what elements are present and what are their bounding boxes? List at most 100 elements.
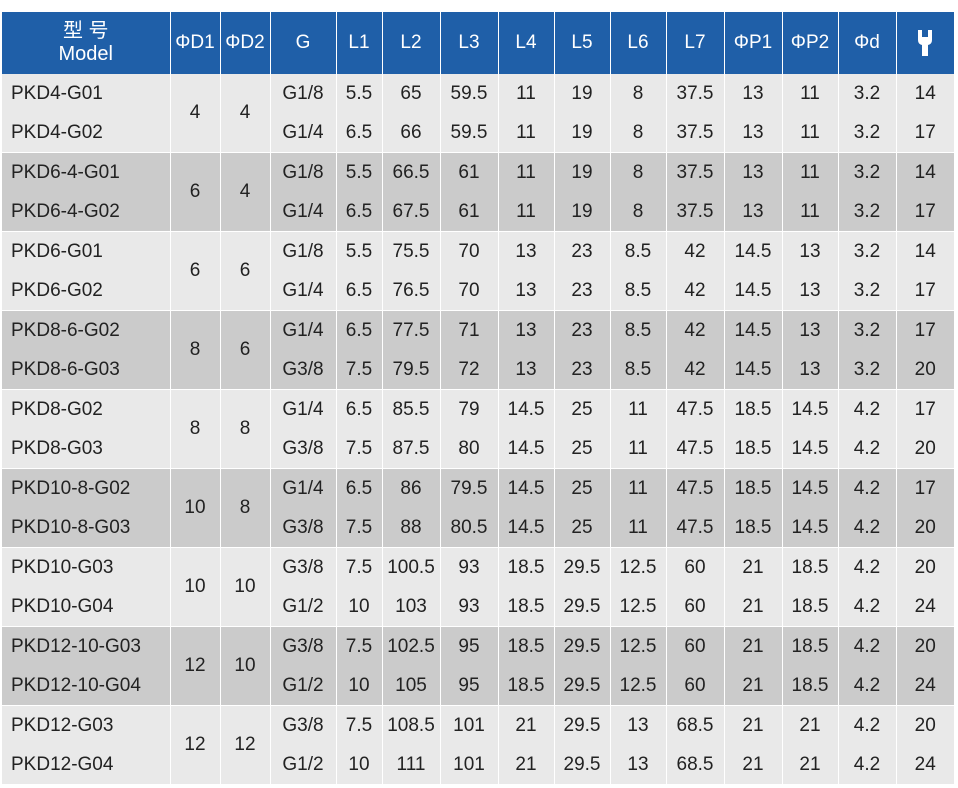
table-row: PKD12-10-G04 G1/2 10 105 95 18.5 29.5 12.5 60 21 1… bbox=[2, 666, 954, 706]
cell-l3: 93 bbox=[440, 547, 499, 587]
cell-l3: 101 bbox=[440, 705, 499, 745]
cell-model: PKD4-G02 bbox=[2, 113, 171, 153]
table-row: PKD6-G02 G1/4 6.5 76.5 70 13 23 8.5 42 14.5 13 3.2 1… bbox=[2, 271, 954, 311]
cell-model: PKD12-G04 bbox=[2, 745, 171, 784]
cell-d: 4.2 bbox=[838, 666, 897, 706]
cell-p2: 14.5 bbox=[782, 389, 839, 429]
cell-g: G1/4 bbox=[270, 389, 337, 429]
cell-l3: 95 bbox=[440, 626, 499, 666]
cell-l2: 66.5 bbox=[382, 152, 441, 192]
cell-wrench: 24 bbox=[896, 745, 954, 784]
table-row: PKD10-G04 G1/2 10 103 93 18.5 29.5 12.5 60 21 18.5… bbox=[2, 587, 954, 627]
cell-g: G3/8 bbox=[270, 508, 337, 548]
header-l2: L2 bbox=[382, 12, 441, 74]
cell-g: G3/8 bbox=[270, 626, 337, 666]
cell-g: G3/8 bbox=[270, 429, 337, 469]
cell-d1: 6 bbox=[170, 231, 221, 311]
cell-l1: 7.5 bbox=[336, 705, 383, 745]
cell-l5: 25 bbox=[554, 389, 611, 429]
cell-p2: 13 bbox=[782, 271, 839, 311]
cell-g: G1/2 bbox=[270, 587, 337, 627]
cell-l4: 18.5 bbox=[498, 626, 555, 666]
cell-l2: 87.5 bbox=[382, 429, 441, 469]
cell-l2: 108.5 bbox=[382, 705, 441, 745]
spec-table: 型 号 Model ΦD1 ΦD2 G L1 L2 L3 L4 L5 L6 L7… bbox=[2, 12, 954, 784]
cell-l7: 42 bbox=[666, 231, 725, 271]
cell-l6: 12.5 bbox=[610, 547, 667, 587]
cell-g: G3/8 bbox=[270, 547, 337, 587]
cell-p2: 11 bbox=[782, 113, 839, 153]
cell-wrench: 20 bbox=[896, 705, 954, 745]
cell-d1: 8 bbox=[170, 310, 221, 390]
cell-p1: 21 bbox=[724, 547, 783, 587]
cell-model: PKD8-G03 bbox=[2, 429, 171, 469]
cell-p2: 14.5 bbox=[782, 468, 839, 508]
cell-p1: 18.5 bbox=[724, 429, 783, 469]
cell-l4: 13 bbox=[498, 310, 555, 350]
cell-wrench: 20 bbox=[896, 429, 954, 469]
cell-l6: 8 bbox=[610, 113, 667, 153]
cell-d1: 4 bbox=[170, 74, 221, 153]
cell-d1: 10 bbox=[170, 468, 221, 548]
cell-g: G1/2 bbox=[270, 745, 337, 784]
cell-l5: 29.5 bbox=[554, 705, 611, 745]
cell-l4: 13 bbox=[498, 231, 555, 271]
table-row: PKD8-6-G03 G3/8 7.5 79.5 72 13 23 8.5 42 14.5 13 3.… bbox=[2, 350, 954, 390]
cell-wrench: 24 bbox=[896, 666, 954, 706]
cell-wrench: 24 bbox=[896, 587, 954, 627]
table-row: PKD12-10-G03 12 10 G3/8 7.5 102.5 95 18.5 29.5 12… bbox=[2, 626, 954, 706]
cell-wrench: 17 bbox=[896, 192, 954, 232]
cell-l4: 21 bbox=[498, 705, 555, 745]
table-row: PKD12-G04 G1/2 10 111 101 21 29.5 13 68.5 21 21 4.2… bbox=[2, 745, 954, 784]
cell-l6: 8.5 bbox=[610, 231, 667, 271]
cell-g: G1/4 bbox=[270, 310, 337, 350]
cell-l7: 68.5 bbox=[666, 745, 725, 784]
cell-l3: 71 bbox=[440, 310, 499, 350]
cell-model: PKD10-8-G03 bbox=[2, 508, 171, 548]
cell-l6: 13 bbox=[610, 745, 667, 784]
cell-d: 4.2 bbox=[838, 508, 897, 548]
table-row: PKD10-8-G03 G3/8 7.5 88 80.5 14.5 25 11 47.5 18.5… bbox=[2, 508, 954, 548]
cell-l5: 19 bbox=[554, 74, 611, 113]
cell-l4: 11 bbox=[498, 192, 555, 232]
cell-p2: 11 bbox=[782, 152, 839, 192]
cell-l7: 37.5 bbox=[666, 152, 725, 192]
cell-l6: 8 bbox=[610, 192, 667, 232]
cell-g: G1/2 bbox=[270, 666, 337, 706]
cell-l6: 8 bbox=[610, 74, 667, 113]
cell-l4: 14.5 bbox=[498, 468, 555, 508]
cell-l4: 14.5 bbox=[498, 508, 555, 548]
cell-p2: 18.5 bbox=[782, 587, 839, 627]
cell-p2: 18.5 bbox=[782, 626, 839, 666]
cell-l2: 86 bbox=[382, 468, 441, 508]
cell-wrench: 17 bbox=[896, 468, 954, 508]
cell-l2: 79.5 bbox=[382, 350, 441, 390]
cell-l6: 12.5 bbox=[610, 626, 667, 666]
cell-d2: 6 bbox=[220, 231, 271, 311]
cell-d: 4.2 bbox=[838, 429, 897, 469]
cell-l5: 25 bbox=[554, 508, 611, 548]
cell-l5: 29.5 bbox=[554, 547, 611, 587]
cell-p2: 21 bbox=[782, 705, 839, 745]
cell-wrench: 14 bbox=[896, 152, 954, 192]
cell-p1: 13 bbox=[724, 113, 783, 153]
cell-l6: 11 bbox=[610, 468, 667, 508]
cell-wrench: 20 bbox=[896, 350, 954, 390]
cell-l2: 105 bbox=[382, 666, 441, 706]
header-g: G bbox=[270, 12, 337, 74]
cell-l1: 6.5 bbox=[336, 389, 383, 429]
cell-d: 3.2 bbox=[838, 271, 897, 311]
header-l4: L4 bbox=[498, 12, 555, 74]
cell-l2: 67.5 bbox=[382, 192, 441, 232]
cell-l6: 8.5 bbox=[610, 350, 667, 390]
cell-g: G1/4 bbox=[270, 271, 337, 311]
cell-l7: 42 bbox=[666, 350, 725, 390]
table-row: PKD12-G03 12 12 G3/8 7.5 108.5 101 21 29.5 13 68.5… bbox=[2, 705, 954, 784]
table-row: PKD6-4-G01 6 4 G1/8 5.5 66.5 61 11 19 8 37.5 13 11 3.… bbox=[2, 152, 954, 232]
cell-l3: 61 bbox=[440, 192, 499, 232]
cell-l7: 60 bbox=[666, 587, 725, 627]
cell-l5: 25 bbox=[554, 429, 611, 469]
cell-l7: 42 bbox=[666, 310, 725, 350]
cell-p1: 13 bbox=[724, 74, 783, 113]
cell-l5: 29.5 bbox=[554, 587, 611, 627]
